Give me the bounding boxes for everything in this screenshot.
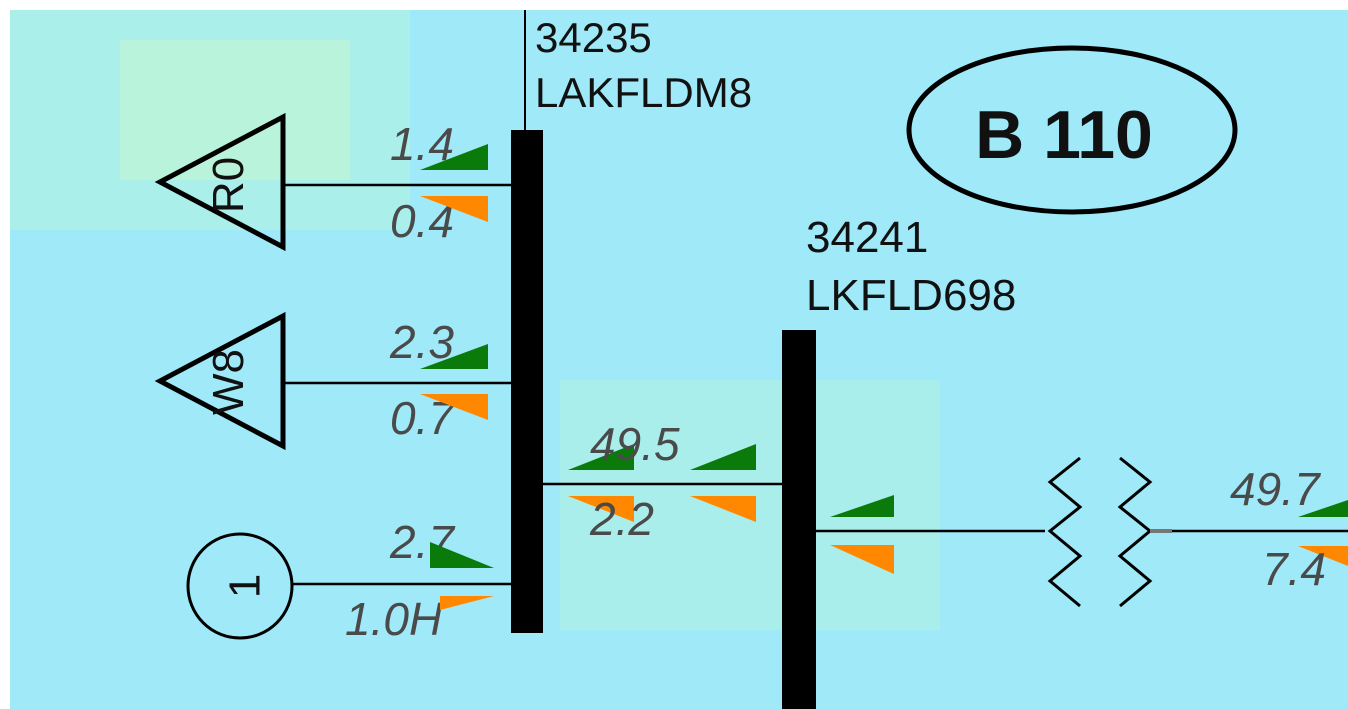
green-flow-arrow-icon [420, 144, 488, 170]
generator-label: 1 [221, 574, 270, 598]
transformer-winding-1 [1047, 456, 1083, 608]
green-flow-arrow-icon [830, 495, 894, 517]
load-R0-label: R0 [204, 157, 253, 213]
triangle-load-icon [154, 112, 286, 252]
orange-flow-arrow-icon [568, 496, 634, 522]
load-W8-label: W8 [204, 349, 253, 415]
orange-flow-arrow-icon [1298, 546, 1348, 566]
green-flow-arrow-icon [690, 444, 756, 470]
area-badge-ellipse [906, 45, 1238, 215]
bus-tie-mw: 49.5 [590, 418, 680, 470]
bus-34235-number: 34235 [535, 14, 652, 61]
bus-34235-bar[interactable] [511, 130, 543, 633]
orange-flow-arrow-icon [830, 545, 894, 574]
orange-flow-arrow-icon [420, 196, 488, 222]
transformer-mvar: 7.4 [1262, 543, 1326, 595]
bus-34235-name: LAKFLDM8 [535, 69, 752, 116]
bus-34241-number: 34241 [806, 213, 928, 262]
triangle-load-icon [154, 311, 286, 451]
green-flow-arrow-icon [1298, 500, 1348, 517]
transformer-mw: 49.7 [1230, 463, 1321, 515]
green-flow-arrow-icon [420, 344, 488, 369]
bus-tie-mvar: 2.2 [589, 493, 654, 545]
circle-generator-icon [186, 532, 294, 640]
generator-mvar: 1.0H [345, 593, 443, 645]
load-W8[interactable]: W8 [154, 311, 511, 451]
orange-flow-arrow-icon [690, 496, 756, 522]
generator-1[interactable]: 1 [186, 532, 511, 640]
bus-34241-bar[interactable] [782, 330, 816, 709]
orange-flow-arrow-icon [420, 394, 488, 420]
green-flow-arrow-icon [430, 542, 494, 568]
orange-flow-arrow-icon [440, 596, 494, 610]
load-R0[interactable]: R0 [154, 112, 511, 252]
load-W8-mw: 2.3 [389, 316, 454, 368]
contour-shade [120, 40, 350, 180]
bus-34241-name: LKFLD698 [806, 271, 1016, 320]
green-flow-arrow-icon [568, 444, 634, 470]
area-badge: B 110 [975, 97, 1153, 173]
